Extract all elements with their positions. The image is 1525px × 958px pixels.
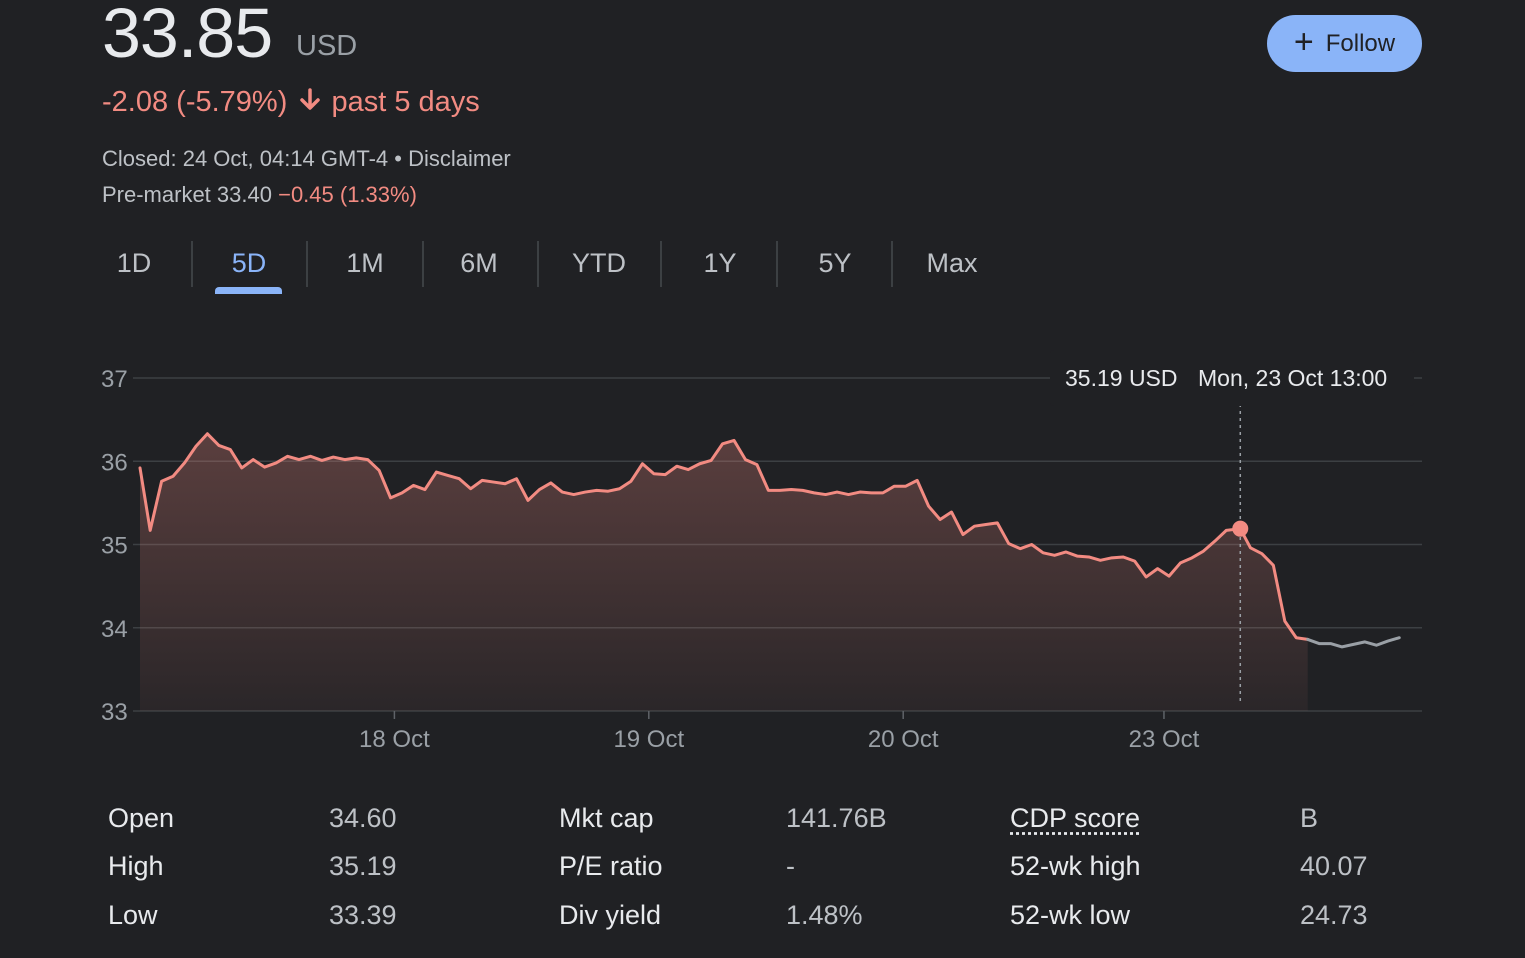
x-tick-label: 23 Oct bbox=[1129, 726, 1200, 753]
stat-label-52wk-low: 52-wk low bbox=[1010, 900, 1131, 930]
stat-label-cdp-score[interactable]: CDP score bbox=[1010, 803, 1141, 833]
plus-icon: + bbox=[1293, 23, 1314, 61]
follow-label: Follow bbox=[1325, 29, 1396, 57]
premarket-change: −0.45 (1.33%) bbox=[278, 182, 417, 207]
stat-label-52wk-high: 52-wk high bbox=[1010, 851, 1141, 881]
closed-time: Closed: 24 Oct, 04:14 GMT-4 bbox=[102, 146, 389, 171]
y-tick-label: 36 bbox=[101, 449, 128, 476]
stat-label-high: High bbox=[108, 851, 164, 881]
tooltip-date: Mon, 23 Oct 13:00 bbox=[1198, 365, 1387, 391]
tab-5d[interactable]: 5D bbox=[231, 248, 267, 278]
tab-divider bbox=[537, 241, 539, 287]
change-period: past 5 days bbox=[331, 86, 480, 118]
separator-dot: • bbox=[388, 146, 409, 171]
tab-1y[interactable]: 1Y bbox=[703, 248, 737, 278]
stat-value-52wk-high: 40.07 bbox=[1300, 851, 1368, 881]
tab-divider bbox=[191, 241, 193, 287]
price-change: -2.08 (-5.79%) past 5 days bbox=[102, 86, 480, 120]
stock-price: 33.85 bbox=[102, 0, 273, 72]
price-currency: USD bbox=[296, 30, 358, 62]
tab-1d[interactable]: 1D bbox=[116, 248, 152, 278]
stat-value-pe-ratio: - bbox=[786, 851, 795, 881]
market-status: Closed: 24 Oct, 04:14 GMT-4 • Disclaimer bbox=[102, 146, 511, 172]
stat-label-div-yield: Div yield bbox=[559, 900, 662, 930]
premarket-info: Pre-market 33.40 −0.45 (1.33%) bbox=[102, 182, 417, 208]
stat-value-mkt-cap: 141.76B bbox=[786, 803, 887, 833]
tab-ytd[interactable]: YTD bbox=[572, 248, 626, 278]
x-tick-label: 20 Oct bbox=[868, 726, 939, 753]
stat-value-open: 34.60 bbox=[329, 803, 397, 833]
stat-label-open: Open bbox=[108, 803, 175, 833]
stat-value-cdp-score: B bbox=[1300, 803, 1319, 833]
stat-label-low: Low bbox=[108, 900, 158, 930]
price-chart[interactable]: 37 36 35 34 33 18 Oct 19 Oct 20 Oct 23 Oct 35.19… bbox=[0, 330, 1525, 770]
range-tabs: 1D 5D 1M 6M YTD 1Y 5Y Max bbox=[0, 240, 1000, 300]
stat-value-high: 35.19 bbox=[329, 851, 397, 881]
tab-divider bbox=[776, 241, 778, 287]
tab-divider bbox=[422, 241, 424, 287]
y-tick-label: 33 bbox=[101, 699, 128, 726]
price-area-fill bbox=[140, 433, 1308, 711]
stat-value-52wk-low: 24.73 bbox=[1300, 900, 1368, 930]
down-arrow-icon bbox=[299, 87, 321, 120]
tab-divider bbox=[660, 241, 662, 287]
tooltip-box bbox=[1050, 350, 1414, 406]
y-tick-label: 37 bbox=[101, 366, 128, 393]
change-value: -2.08 (-5.79%) bbox=[102, 86, 288, 118]
stat-label-pe-ratio: P/E ratio bbox=[559, 851, 663, 881]
price-line bbox=[138, 432, 1310, 641]
tab-divider bbox=[891, 241, 893, 287]
tab-divider bbox=[306, 241, 308, 287]
follow-button[interactable]: + Follow bbox=[1267, 15, 1422, 72]
y-tick-label: 35 bbox=[101, 533, 128, 560]
tab-max[interactable]: Max bbox=[926, 248, 978, 278]
tab-6m[interactable]: 6M bbox=[460, 248, 498, 278]
hover-point[interactable] bbox=[1232, 520, 1249, 537]
active-tab-indicator bbox=[215, 287, 282, 294]
y-tick-label: 34 bbox=[101, 616, 128, 643]
premarket-line bbox=[1306, 636, 1401, 649]
tab-1m[interactable]: 1M bbox=[346, 248, 384, 278]
x-tick-label: 19 Oct bbox=[613, 726, 684, 753]
stat-value-low: 33.39 bbox=[329, 900, 397, 930]
x-tick-label: 18 Oct bbox=[359, 726, 430, 753]
stat-value-div-yield: 1.48% bbox=[786, 900, 863, 930]
tab-5y[interactable]: 5Y bbox=[818, 248, 852, 278]
stat-label-mkt-cap: Mkt cap bbox=[559, 803, 654, 833]
premarket-price: Pre-market 33.40 bbox=[102, 182, 272, 207]
tooltip-price: 35.19 USD bbox=[1065, 365, 1178, 391]
stats-table: Open 34.60 Mkt cap 141.76B CDP score B H… bbox=[0, 795, 1525, 955]
disclaimer-link[interactable]: Disclaimer bbox=[408, 146, 511, 171]
